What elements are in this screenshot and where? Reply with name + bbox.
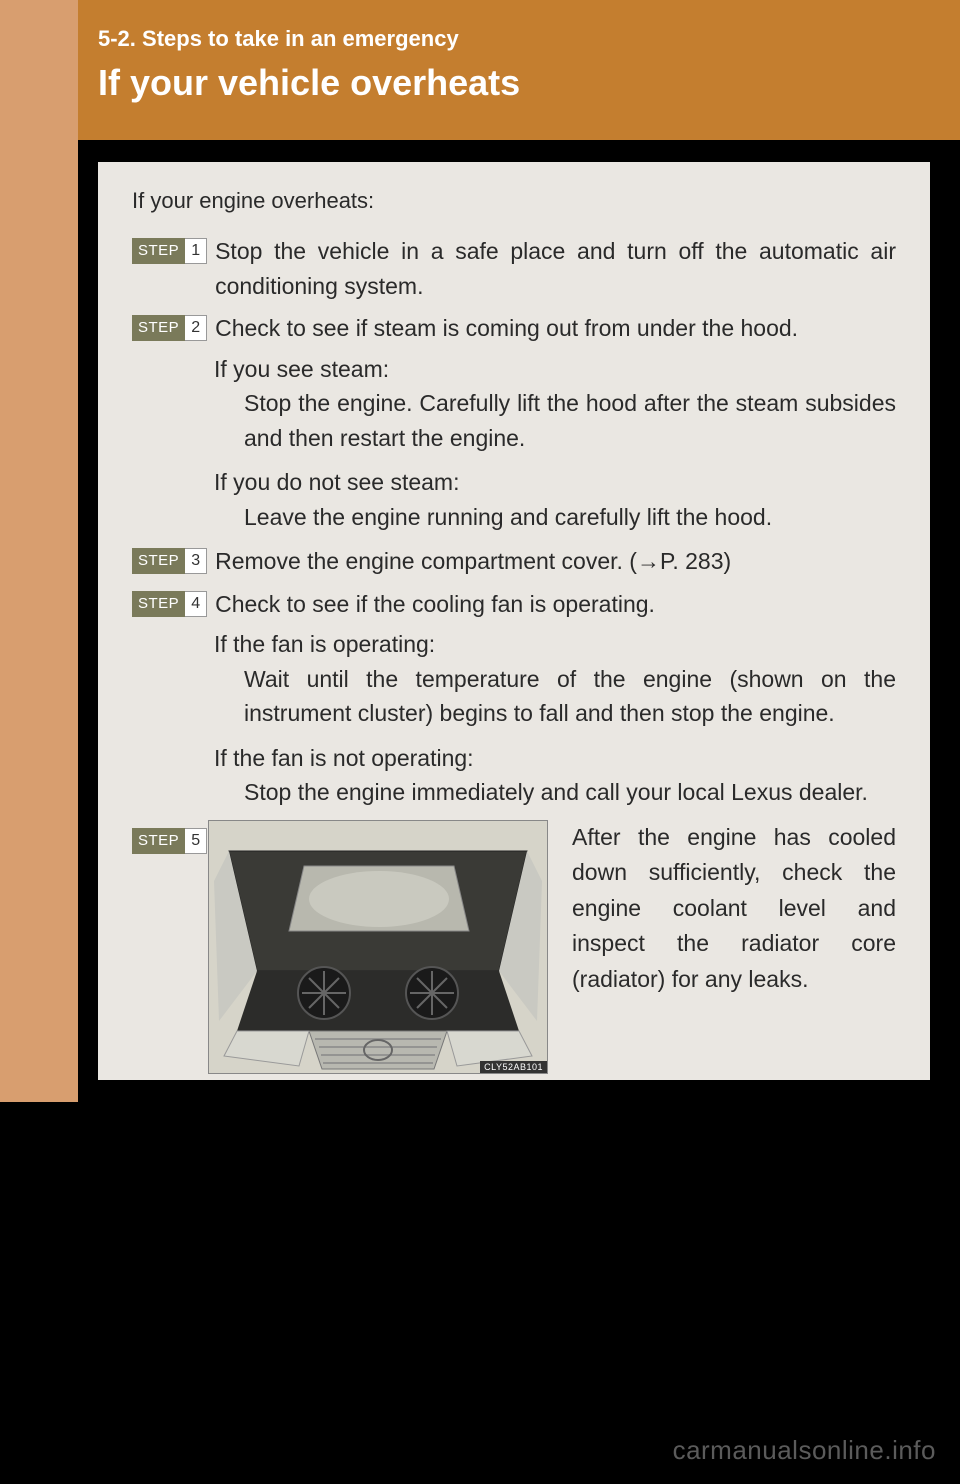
intro-heading: If your engine overheats: — [132, 188, 896, 214]
engine-bay-illustration — [209, 821, 547, 1073]
step-1: STEP 1 Stop the vehicle in a safe place … — [132, 234, 896, 303]
figure-caption: CLY52AB101 — [480, 1061, 547, 1073]
section-number: 5-2. Steps to take in an emergency — [98, 26, 930, 52]
step-label: STEP — [132, 591, 185, 617]
step-4-sub-1-detail: Wait until the temperature of the engine… — [244, 662, 896, 731]
step-2-sub-1: If you see steam: Stop the engine. Caref… — [214, 352, 896, 456]
watermark: carmanualsonline.info — [673, 1435, 936, 1466]
step-4-sub-2-detail: Stop the engine immediately and call you… — [244, 775, 896, 810]
step-5: STEP 5 — [132, 820, 896, 1074]
step-4: STEP 4 Check to see if the cooling fan i… — [132, 587, 896, 622]
page-header: 5-2. Steps to take in an emergency If yo… — [78, 0, 960, 140]
step-2-sub-2-head: If you do not see steam: — [214, 465, 896, 500]
step-label: STEP — [132, 238, 185, 264]
step-label: STEP — [132, 315, 185, 341]
content-panel: If your engine overheats: STEP 1 Stop th… — [98, 162, 930, 1080]
step-2-sub-2: If you do not see steam: Leave the engin… — [214, 465, 896, 534]
step-badge-4: STEP 4 — [132, 591, 207, 617]
step-4-sub-2: If the fan is not operating: Stop the en… — [214, 741, 896, 810]
page-title: If your vehicle overheats — [98, 62, 930, 104]
step-4-sub-1-head: If the fan is operating: — [214, 627, 896, 662]
step-2-sub-2-detail: Leave the engine running and carefully l… — [244, 500, 896, 535]
step-2-sub-1-head: If you see steam: — [214, 352, 896, 387]
step-2-text: Check to see if steam is coming out from… — [215, 311, 896, 346]
engine-bay-figure: CLY52AB101 — [208, 820, 548, 1074]
step-4-text: Check to see if the cooling fan is opera… — [215, 587, 896, 622]
step-1-text: Stop the vehicle in a safe place and tur… — [215, 234, 896, 303]
step-number: 2 — [185, 315, 207, 341]
step-number: 5 — [185, 828, 207, 854]
step-badge-3: STEP 3 — [132, 548, 207, 574]
step-label: STEP — [132, 828, 185, 854]
step-number: 3 — [185, 548, 207, 574]
step-badge-2: STEP 2 — [132, 315, 207, 341]
step-badge-5: STEP 5 — [132, 828, 207, 854]
step-2: STEP 2 Check to see if steam is coming o… — [132, 311, 896, 346]
step-3: STEP 3 Remove the engine compartment cov… — [132, 544, 896, 579]
step-label: STEP — [132, 548, 185, 574]
content-wrap: If your engine overheats: STEP 1 Stop th… — [78, 140, 960, 1102]
step-3-text: Remove the engine compartment cover. (→P… — [215, 544, 896, 579]
step-5-text: After the engine has cooled down suffici… — [572, 820, 896, 998]
left-sidebar — [0, 0, 78, 1102]
step-number: 4 — [185, 591, 207, 617]
step-badge-1: STEP 1 — [132, 238, 207, 264]
step-4-sub-2-head: If the fan is not operating: — [214, 741, 896, 776]
step-2-sub-1-detail: Stop the engine. Carefully lift the hood… — [244, 386, 896, 455]
step-4-sub-1: If the fan is operating: Wait until the … — [214, 627, 896, 731]
step-number: 1 — [185, 238, 207, 264]
